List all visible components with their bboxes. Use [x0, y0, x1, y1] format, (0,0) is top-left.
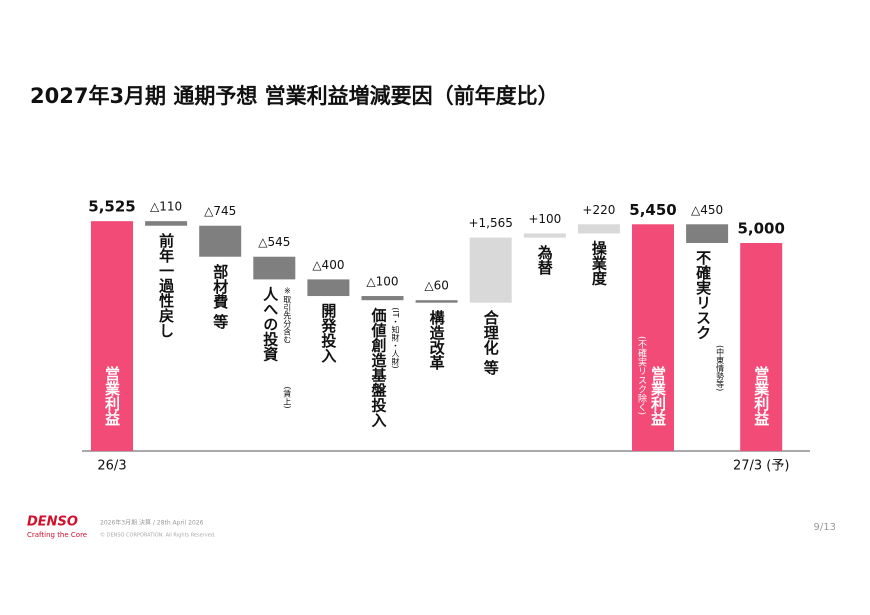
- period-label: 27/3 (予): [733, 459, 789, 474]
- value-label: △745: [204, 204, 236, 218]
- category-label: 営業利益: [103, 365, 121, 426]
- value-label: △545: [258, 235, 290, 249]
- bar: [415, 300, 458, 303]
- bar: [469, 237, 512, 303]
- tagline: Crafting the Core: [27, 531, 87, 539]
- category-label: 合理化 等: [482, 309, 500, 376]
- bar: [199, 225, 242, 257]
- bar: [740, 243, 783, 451]
- category-label: 人への投資: [261, 286, 279, 362]
- bar: [307, 279, 350, 297]
- bar: [577, 224, 620, 234]
- copyright: © DENSO CORPORATION. All Rights Reserved…: [100, 532, 216, 539]
- category-label: 為替: [536, 244, 554, 276]
- bar: [686, 224, 729, 243]
- logo: DENSO: [27, 515, 78, 530]
- category-note: (中東情勢等): [716, 345, 725, 391]
- value-label: +220: [582, 203, 615, 217]
- bar: [361, 296, 404, 301]
- category-note: (賃上): [283, 386, 292, 408]
- page-number: 9/13: [814, 522, 836, 533]
- value-label: 5,525: [88, 198, 135, 216]
- category-label: 価値創造基盤投入: [370, 306, 388, 427]
- bar: [253, 256, 296, 280]
- category-label: 前年一過性戻し: [157, 232, 175, 338]
- category-label: 開発投入: [319, 303, 337, 363]
- category-label: 操業度: [590, 240, 608, 287]
- value-label: 5,450: [629, 201, 676, 219]
- period-label: 26/3: [97, 459, 126, 474]
- bar: [145, 221, 188, 226]
- value-label: △450: [691, 203, 723, 217]
- value-label: △60: [424, 279, 449, 293]
- value-label: 5,000: [737, 220, 784, 238]
- event: 2026年3月期 決算 / 28th April 2026: [100, 519, 204, 527]
- value-label: +1,565: [468, 216, 512, 230]
- bar: [91, 221, 133, 451]
- value-label: △100: [366, 275, 398, 289]
- category-note: (IT・知財・人財): [391, 307, 400, 369]
- category-label: 不確実リスク: [694, 250, 712, 340]
- value-label: +100: [528, 212, 561, 226]
- category-label: 部材費 等: [211, 263, 229, 330]
- bar: [632, 224, 674, 451]
- value-label: △110: [150, 200, 182, 214]
- chart-title: 2027年3月期 通期予想 営業利益増減要因（前年度比）: [30, 84, 559, 108]
- category-label: 構造改革: [428, 309, 446, 371]
- category-note: ※取引先分含む: [283, 286, 292, 343]
- category-label: 営業利益: [649, 365, 667, 426]
- category-note: (不確実リスク除く): [636, 336, 647, 415]
- category-label: 営業利益: [752, 365, 770, 426]
- bar: [523, 233, 566, 238]
- value-label: △400: [312, 258, 344, 272]
